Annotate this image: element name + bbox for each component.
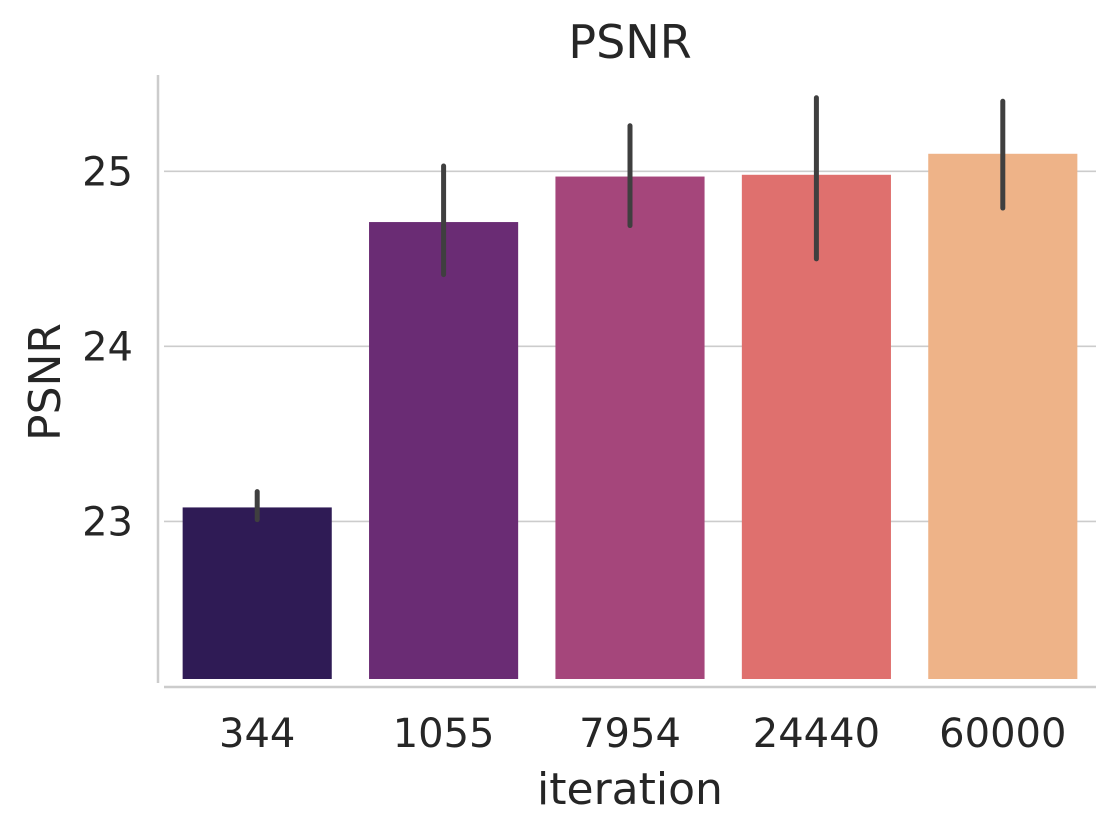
x-tick-label: 60000 <box>939 711 1066 757</box>
chart-title: PSNR <box>568 15 691 69</box>
bar-7954 <box>555 176 705 679</box>
bar-1055 <box>369 222 519 680</box>
x-axis-label: iteration <box>537 764 723 815</box>
y-tick-label: 25 <box>82 149 133 195</box>
x-tick-label: 24440 <box>753 711 880 757</box>
y-tick-labels: 23 24 25 <box>82 149 133 545</box>
x-tick-label: 344 <box>219 711 295 757</box>
x-tick-label: 7954 <box>579 711 681 757</box>
x-tick-label: 1055 <box>393 711 495 757</box>
bar-60000 <box>928 153 1078 680</box>
y-tick-label: 24 <box>82 324 133 370</box>
x-tick-labels: 344 1055 7954 24440 60000 <box>219 711 1066 757</box>
error-bars-group <box>254 95 1006 523</box>
bar-344 <box>182 507 332 679</box>
y-tick-label: 23 <box>82 499 133 545</box>
y-axis-label: PSNR <box>20 323 71 441</box>
bars-group <box>182 153 1078 680</box>
